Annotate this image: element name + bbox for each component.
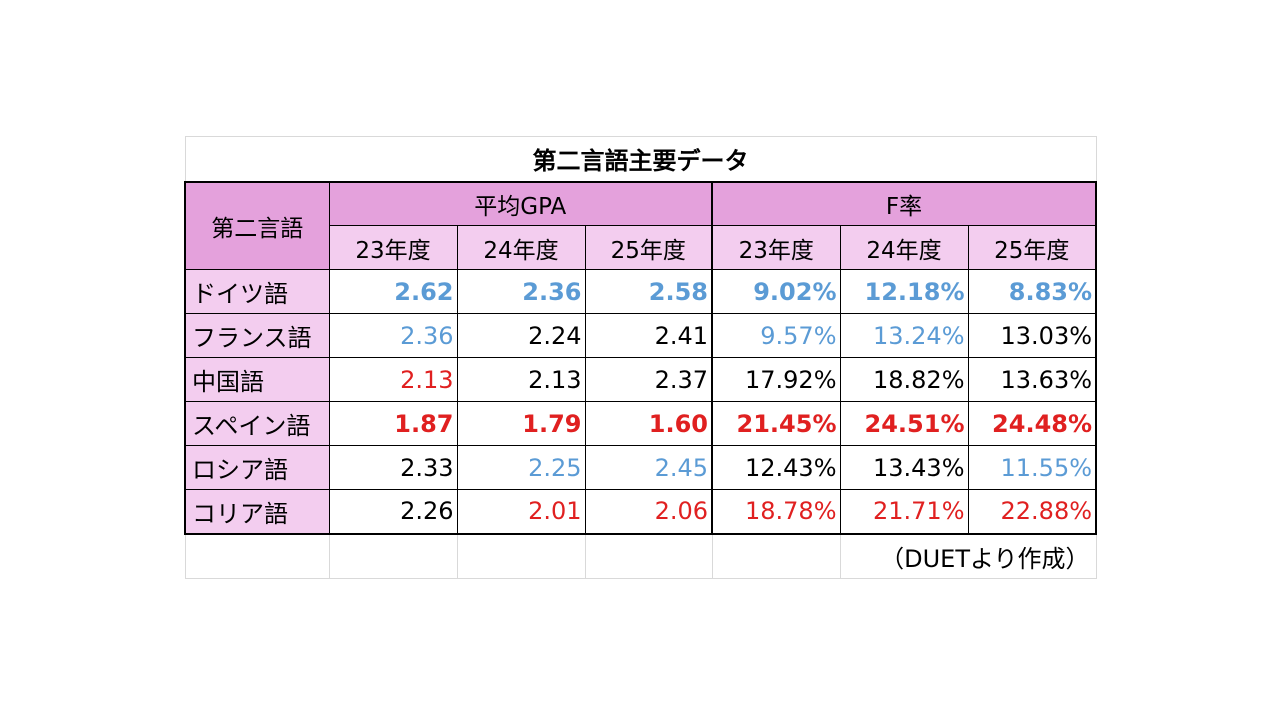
gpa-group-header: 平均GPA (328, 180, 713, 226)
language-name: コリア語 (184, 489, 330, 535)
f-rate-25: 13.03% (967, 313, 1098, 358)
f-rate-23: 17.92% (711, 357, 841, 402)
language-name: フランス語 (184, 313, 330, 358)
source-note: （DUETより作成） (839, 532, 1097, 579)
language-name: ドイツ語 (184, 269, 330, 314)
gpa-24: 2.01 (456, 489, 586, 535)
language-name: 中国語 (184, 357, 330, 402)
f-rate-25: 22.88% (967, 489, 1098, 535)
year-header-row: 23年度 24年度 25年度 23年度 24年度 25年度 (185, 225, 1098, 270)
gpa-25: 2.06 (584, 489, 713, 535)
language-name: ロシア語 (184, 445, 330, 490)
empty-cell (184, 532, 330, 579)
year-header-f-23: 23年度 (711, 225, 841, 270)
f-rate-25: 11.55% (967, 445, 1098, 490)
gpa-23: 1.87 (328, 401, 458, 446)
language-name: スペイン語 (184, 401, 330, 446)
year-header-f-24: 24年度 (839, 225, 969, 270)
data-table-sheet: 第二言語主要データ 第二言語 平均GPA F率 23年度 24年度 25年度 2… (184, 136, 1098, 583)
f-rate-24: 13.43% (839, 445, 969, 490)
f-rate-23: 9.57% (711, 313, 841, 358)
table-row: スペイン語 1.87 1.79 1.60 21.45% 24.51% 24.48… (184, 401, 1098, 446)
empty-cell (328, 532, 458, 579)
gpa-24: 2.36 (456, 269, 586, 314)
f-rate-23: 12.43% (711, 445, 841, 490)
f-rate-23: 9.02% (711, 269, 841, 314)
f-rate-group-header: F率 (710, 180, 1098, 226)
table-row: ドイツ語 2.62 2.36 2.58 9.02% 12.18% 8.83% (184, 269, 1098, 314)
table-title: 第二言語主要データ (184, 136, 1097, 183)
gpa-25: 2.58 (584, 269, 713, 314)
language-data-table: 第二言語主要データ 第二言語 平均GPA F率 23年度 24年度 25年度 2… (184, 136, 1098, 579)
empty-cell (584, 532, 713, 579)
gpa-23: 2.36 (328, 313, 458, 358)
f-rate-24: 24.51% (839, 401, 969, 446)
gpa-23: 2.33 (328, 445, 458, 490)
empty-cell (711, 532, 841, 579)
year-header-gpa-23: 23年度 (328, 225, 458, 270)
gpa-23: 2.26 (328, 489, 458, 535)
gpa-23: 2.13 (328, 357, 458, 402)
year-header-gpa-24: 24年度 (456, 225, 586, 270)
gpa-24: 2.24 (456, 313, 586, 358)
gpa-25: 2.37 (584, 357, 713, 402)
source-row: （DUETより作成） (184, 532, 1097, 579)
group-header-row: 第二言語 平均GPA F率 (184, 180, 1098, 270)
f-rate-25: 24.48% (967, 401, 1098, 446)
table-row: 中国語 2.13 2.13 2.37 17.92% 18.82% 13.63% (184, 357, 1098, 402)
table-row: コリア語 2.26 2.01 2.06 18.78% 21.71% 22.88% (184, 489, 1098, 535)
f-rate-24: 21.71% (839, 489, 969, 535)
f-rate-25: 13.63% (967, 357, 1098, 402)
empty-cell (456, 532, 586, 579)
table-row: ロシア語 2.33 2.25 2.45 12.43% 13.43% 11.55% (184, 445, 1098, 490)
f-rate-23: 18.78% (711, 489, 841, 535)
f-rate-23: 21.45% (711, 401, 841, 446)
gpa-24: 1.79 (456, 401, 586, 446)
gpa-25: 2.45 (584, 445, 713, 490)
gpa-23: 2.62 (328, 269, 458, 314)
gpa-25: 2.41 (584, 313, 713, 358)
year-header-gpa-25: 25年度 (584, 225, 713, 270)
title-row: 第二言語主要データ (184, 136, 1097, 183)
gpa-25: 1.60 (584, 401, 713, 446)
f-rate-25: 8.83% (967, 269, 1098, 314)
year-header-f-25: 25年度 (967, 225, 1098, 270)
gpa-24: 2.13 (456, 357, 586, 402)
f-rate-24: 13.24% (839, 313, 969, 358)
f-rate-24: 12.18% (839, 269, 969, 314)
f-rate-24: 18.82% (839, 357, 969, 402)
table-row: フランス語 2.36 2.24 2.41 9.57% 13.24% 13.03% (184, 313, 1098, 358)
gpa-24: 2.25 (456, 445, 586, 490)
language-column-header: 第二言語 (184, 180, 330, 270)
